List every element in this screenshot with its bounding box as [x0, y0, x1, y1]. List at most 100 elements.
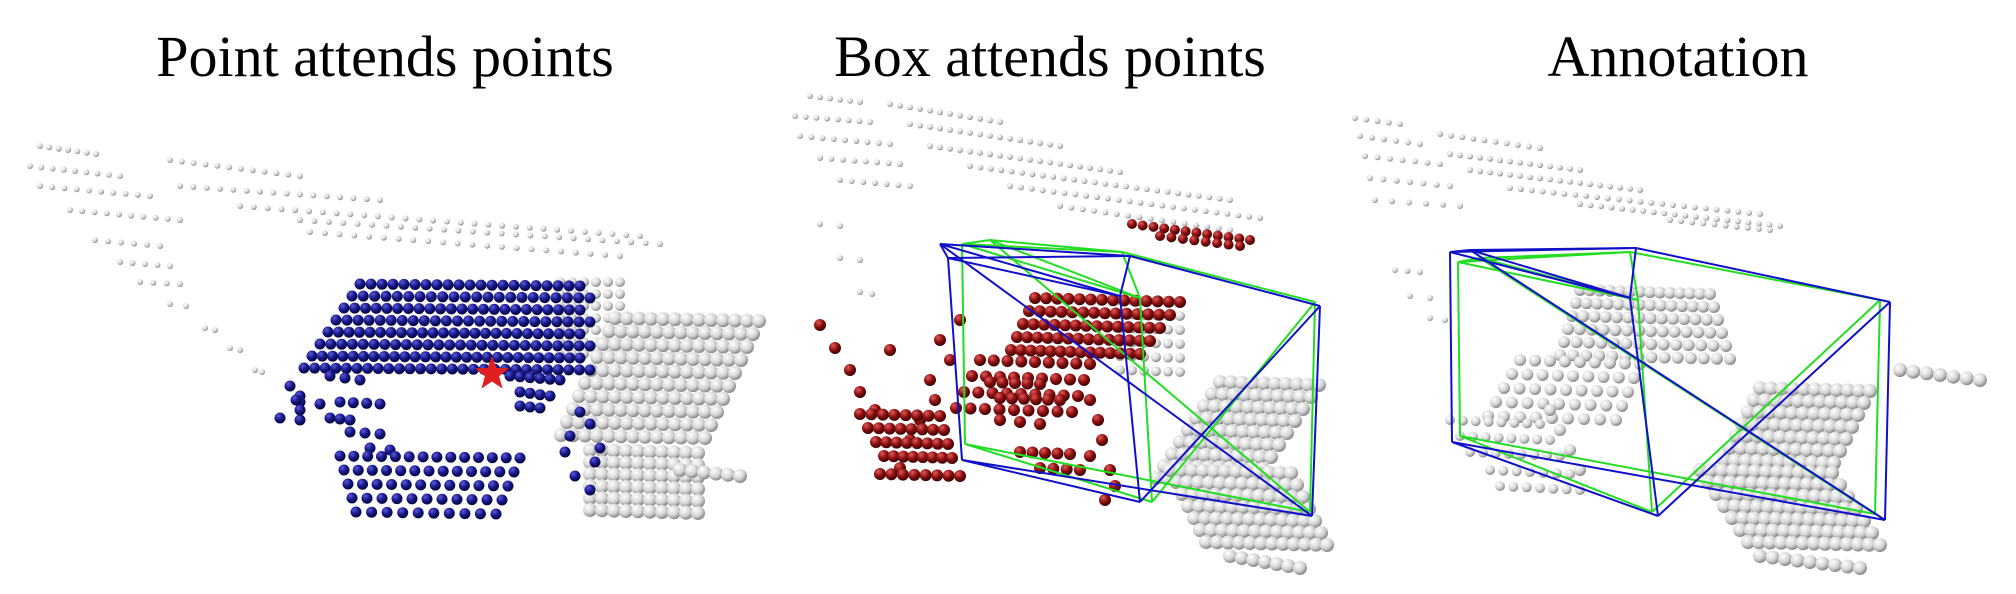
point: [190, 159, 197, 166]
point: [607, 491, 621, 506]
point: [1314, 526, 1328, 540]
point: [927, 123, 933, 130]
point: [1610, 414, 1622, 426]
point: [1703, 214, 1710, 221]
point: [1684, 352, 1697, 365]
point: [631, 456, 645, 471]
point: [1261, 437, 1275, 452]
point: [436, 363, 448, 375]
point: [1185, 463, 1199, 478]
point: [1254, 536, 1268, 551]
point: [1064, 345, 1077, 358]
point: [55, 145, 62, 152]
point: [1393, 177, 1400, 184]
point: [420, 279, 432, 291]
point: [1506, 433, 1517, 444]
point: [1755, 220, 1762, 227]
point: [552, 280, 564, 292]
point: [987, 117, 993, 124]
point: [543, 328, 554, 340]
point: [423, 465, 435, 477]
point: [1758, 511, 1772, 526]
point: [431, 451, 443, 463]
point: [61, 185, 68, 192]
point: [1212, 238, 1223, 249]
point: [692, 391, 706, 406]
point: [1281, 559, 1296, 573]
point: [1664, 286, 1676, 299]
point: [1819, 382, 1833, 397]
point: [1610, 311, 1623, 324]
point: [1240, 464, 1254, 479]
point: [1750, 453, 1764, 468]
point: [587, 250, 594, 257]
point: [1716, 327, 1728, 339]
point: [1733, 223, 1740, 230]
point: [1246, 376, 1260, 390]
point: [1906, 364, 1921, 379]
point: [1608, 204, 1615, 211]
point: [1637, 198, 1644, 205]
point: [314, 338, 326, 350]
point: [619, 480, 633, 494]
point: [1165, 447, 1179, 461]
point: [72, 168, 78, 174]
point: [722, 352, 736, 367]
point: [894, 422, 907, 435]
point: [1582, 336, 1595, 349]
point: [396, 327, 407, 339]
point: [977, 115, 983, 122]
point: [1689, 313, 1702, 326]
point: [692, 365, 706, 380]
point: [1811, 443, 1825, 458]
point: [591, 301, 601, 311]
point: [710, 352, 724, 367]
point: [1857, 396, 1871, 410]
point: [574, 352, 586, 364]
point: [1249, 388, 1263, 403]
point: [1791, 512, 1805, 527]
point: [632, 416, 646, 431]
point: [1279, 377, 1293, 391]
point: [856, 118, 863, 125]
point: [620, 337, 634, 352]
point: [620, 363, 634, 378]
point: [987, 151, 993, 158]
point: [1521, 368, 1534, 381]
point: [542, 364, 554, 376]
point: [1600, 399, 1613, 412]
point: [117, 173, 123, 179]
point: [692, 417, 706, 432]
point: [1017, 137, 1023, 144]
point: [492, 351, 503, 363]
point: [1780, 393, 1794, 408]
point: [1587, 202, 1594, 209]
point: [1728, 453, 1742, 468]
point: [1187, 511, 1201, 525]
point: [710, 405, 724, 419]
point: [1217, 436, 1231, 451]
point: [1213, 476, 1227, 491]
point: [1756, 476, 1770, 491]
point: [1017, 318, 1029, 330]
point: [560, 415, 574, 429]
point: [1615, 196, 1622, 203]
point: [1064, 448, 1076, 460]
background-points: [792, 93, 1334, 575]
point: [1825, 466, 1839, 480]
point: [190, 183, 197, 190]
point: [674, 351, 688, 366]
point: [1811, 477, 1825, 492]
point: [1042, 356, 1055, 369]
point: [333, 210, 340, 217]
point: [1270, 524, 1284, 539]
point: [924, 374, 936, 386]
point: [463, 315, 474, 327]
point: [498, 339, 510, 351]
point: [499, 222, 506, 229]
point: [500, 452, 512, 464]
point: [1275, 513, 1289, 528]
point: [1946, 369, 1961, 384]
point: [957, 128, 963, 135]
point: [987, 354, 1000, 367]
